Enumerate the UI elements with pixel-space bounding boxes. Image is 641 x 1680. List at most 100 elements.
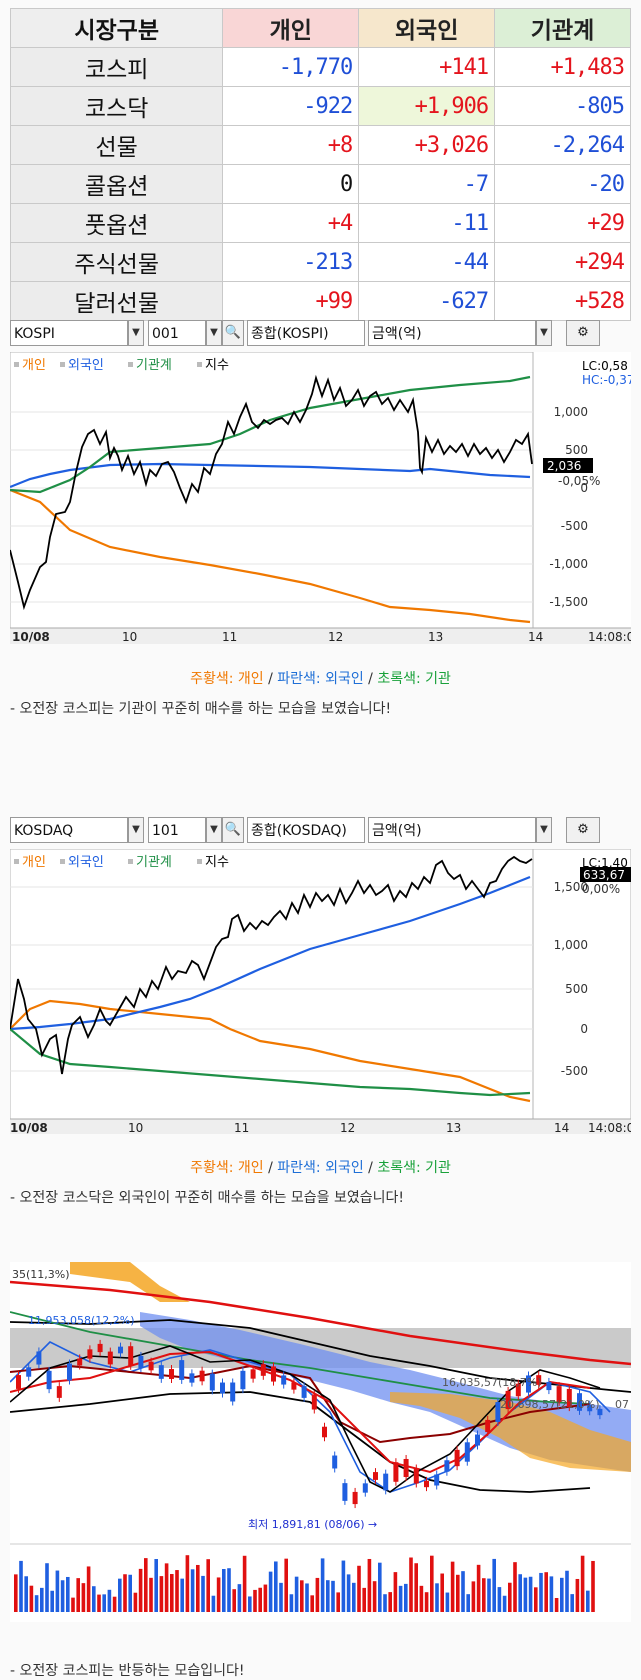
candle-body: [515, 1383, 521, 1397]
legend-individual: 개인: [22, 358, 46, 373]
code-dropdown-arrow[interactable]: ▼: [206, 817, 222, 843]
market-dropdown-arrow[interactable]: ▼: [128, 817, 144, 843]
candle-body: [250, 1369, 256, 1379]
svg-text:0: 0: [580, 1022, 588, 1036]
legend-index: 지수: [205, 358, 229, 373]
search-icon[interactable]: 🔍: [222, 817, 244, 843]
market-dropdown-arrow[interactable]: ▼: [128, 320, 144, 346]
volume-bar: [440, 1573, 444, 1612]
search-icon[interactable]: 🔍: [222, 320, 244, 346]
table-header-cell: 시장구분: [9, 8, 224, 48]
volume-bar: [253, 1589, 257, 1612]
table-cell: -805: [494, 86, 631, 126]
volume-bar: [123, 1574, 127, 1612]
index-pct: 0,00%: [582, 882, 620, 896]
unit-dropdown-arrow[interactable]: ▼: [536, 817, 552, 843]
candle-body: [566, 1388, 572, 1408]
svg-text:11: 11: [222, 630, 237, 644]
table-row: 풋옵션 +4 -11 +29: [9, 203, 631, 243]
individual-series: [10, 999, 531, 1103]
table-row: 코스닥 -922 +1,906 -805: [9, 86, 631, 126]
candle-body: [444, 1460, 450, 1472]
candle-body: [169, 1369, 174, 1379]
volume-bar: [60, 1580, 65, 1612]
volume-bar: [222, 1569, 226, 1612]
volume-bar: [336, 1592, 340, 1612]
chart1-y-axis: 1,000 500 0 -500 -1,000 -1,500: [549, 405, 588, 609]
volume-bar: [346, 1574, 351, 1612]
volume-bar: [34, 1595, 39, 1612]
volume-bar: [196, 1564, 200, 1612]
chart3-labels: 35(11,3%) 11,953,058(12,2%) 16,035,57(18…: [12, 1268, 629, 1531]
volume-bar: [518, 1574, 522, 1612]
candle-body: [107, 1351, 113, 1365]
unit-dropdown-arrow[interactable]: ▼: [536, 320, 552, 346]
market-select[interactable]: KOSDAQ: [10, 817, 128, 843]
volume-bar: [414, 1563, 418, 1612]
market-select[interactable]: KOSPI: [10, 320, 128, 346]
svg-text:0: 0: [580, 481, 588, 495]
volume-bar: [539, 1572, 543, 1612]
gear-icon[interactable]: ⚙: [566, 817, 600, 843]
candle-body: [424, 1480, 429, 1488]
lc-readout: LC:0,58: [582, 359, 628, 373]
volume-bar: [409, 1557, 413, 1612]
candle-body: [220, 1382, 225, 1394]
candle-body: [158, 1365, 164, 1379]
code-input[interactable]: 001: [148, 320, 206, 346]
table-row: 선물 +8 +3,026 -2,264: [9, 125, 631, 165]
volume-bar: [274, 1561, 278, 1612]
code-input[interactable]: 101: [148, 817, 206, 843]
table-cell: 0: [222, 164, 360, 204]
volume-bar: [476, 1564, 481, 1612]
volume-bar: [502, 1595, 507, 1612]
candle-body: [403, 1458, 409, 1478]
grid-lines: [10, 886, 533, 1072]
gear-icon[interactable]: ⚙: [566, 320, 600, 346]
svg-text:1,000: 1,000: [554, 938, 588, 952]
candle-body: [209, 1373, 215, 1391]
candle-body: [36, 1351, 42, 1365]
index-badge: [543, 458, 593, 473]
lc-readout: LC:1,40: [582, 856, 628, 870]
row-label: 콜옵션: [9, 164, 224, 204]
legend-individual: 개인: [22, 855, 46, 870]
svg-text:35(11,3%): 35(11,3%): [12, 1268, 70, 1281]
candle-body: [301, 1386, 307, 1398]
kospi-investor-chart: 개인 외국인 기관계 지수 1,000 500 0 -500 -1,000 -1…: [10, 352, 631, 644]
volume-bar: [341, 1560, 346, 1612]
institution-series: [10, 375, 531, 494]
code-dropdown-arrow[interactable]: ▼: [206, 320, 222, 346]
hc-readout: HC:-0,37: [582, 373, 631, 387]
volume-bar: [404, 1583, 408, 1612]
unit-select[interactable]: 금액(억): [368, 817, 536, 843]
candle-body: [179, 1360, 185, 1380]
table-cell: -20: [494, 164, 631, 204]
svg-text:16,035,57(18,7%): 16,035,57(18,7%): [442, 1376, 542, 1389]
foreign-series: [10, 875, 531, 1031]
table-row: 달러선물 +99 -627 +528: [9, 281, 631, 321]
volume-bar: [586, 1590, 590, 1612]
volume-bar: [300, 1580, 304, 1612]
table-cell: +141: [358, 47, 496, 87]
min-label: 최저 1,891,81 (08/06) →: [248, 1518, 377, 1531]
volume-bar: [466, 1594, 470, 1612]
ma-black-envelope-bottom: [10, 1391, 591, 1493]
candle-body: [128, 1346, 134, 1366]
volume-bar: [164, 1563, 169, 1612]
volume-bar: [294, 1576, 299, 1612]
candle-body: [118, 1346, 123, 1354]
candle-body: [56, 1386, 62, 1398]
unit-select[interactable]: 금액(억): [368, 320, 536, 346]
chart2-legend: 개인 외국인 기관계 지수: [14, 855, 229, 870]
candle-body: [281, 1375, 287, 1385]
candle-body: [230, 1382, 236, 1402]
legend-index: 지수: [205, 855, 229, 870]
index-name-field: 종합(KOSPI): [247, 320, 365, 346]
svg-text:07: 07: [615, 1398, 629, 1411]
volume-bar: [45, 1563, 49, 1612]
chart2-controls: KOSDAQ ▼ 101 ▼ 🔍 종합(KOSDAQ) 금액(억) ▼ ⚙: [10, 817, 631, 845]
volume-bar: [81, 1583, 86, 1612]
table-cell: +3,026: [358, 125, 496, 165]
volume-bar: [190, 1569, 195, 1612]
